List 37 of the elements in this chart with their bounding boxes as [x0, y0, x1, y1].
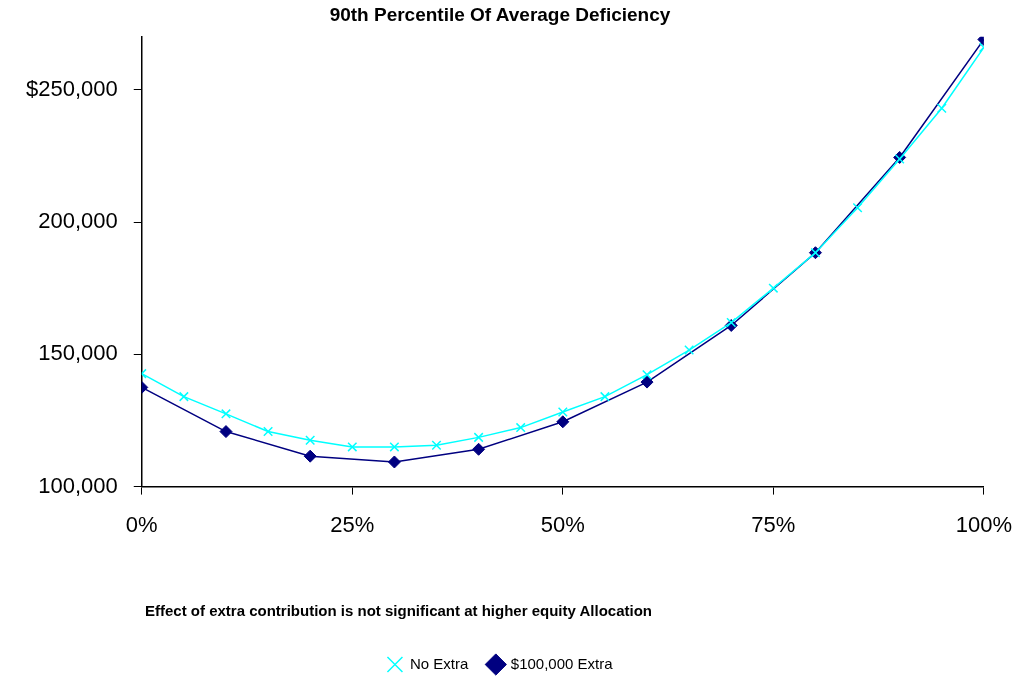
point: [894, 154, 905, 165]
y-tick-label: 150,000: [38, 340, 118, 366]
point: [599, 391, 610, 402]
y-tick-label: 200,000: [38, 208, 118, 234]
point: [220, 408, 231, 419]
point: [936, 103, 947, 114]
point: [515, 422, 526, 433]
legend-label: No Extra: [409, 654, 469, 672]
point: [768, 283, 779, 294]
x-tick-label: 75%: [751, 511, 796, 537]
x-tick-label: 0%: [125, 511, 158, 537]
x-tick-label: 100%: [955, 511, 1013, 537]
point: [387, 455, 401, 469]
point: [726, 317, 737, 328]
y-tick-label: 100,000: [38, 472, 118, 498]
legend-label: $100,000 Extra: [510, 654, 614, 672]
point: [347, 441, 358, 452]
text: Effect of extra contribution is not significant at higher equity Allocation: [145, 601, 652, 619]
chart-title: 90th Percentile Of Average Deficiency: [329, 3, 671, 25]
point: [389, 441, 400, 452]
point: [684, 345, 695, 356]
point: [305, 435, 316, 446]
point: [640, 375, 654, 389]
point: [472, 442, 486, 456]
point: [642, 369, 653, 380]
point: [852, 202, 863, 213]
y-tick-label: $250,000: [25, 75, 118, 101]
point: [178, 391, 189, 402]
point: [431, 440, 442, 451]
point: [557, 406, 568, 417]
point: [303, 449, 317, 463]
x-tick-label: 25%: [330, 511, 375, 537]
x-tick-label: 50%: [540, 511, 585, 537]
point: [219, 425, 233, 439]
point: [263, 426, 274, 437]
point: [473, 432, 484, 443]
point: [556, 415, 570, 429]
